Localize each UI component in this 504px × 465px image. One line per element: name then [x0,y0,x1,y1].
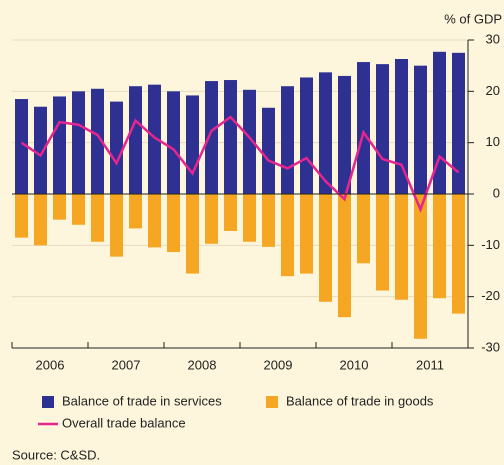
bar [53,194,66,220]
bar [281,194,294,277]
bar [376,64,389,194]
bar [243,89,256,194]
bar [15,99,28,194]
bar [15,194,28,238]
bar [376,194,389,291]
bar [110,101,123,194]
y-tick-label: 30 [486,31,500,46]
bar [452,52,465,195]
bar [91,194,104,242]
bar [414,65,427,195]
legend-swatch [42,396,54,408]
bar [414,194,427,339]
bar [319,194,332,302]
bar [243,194,256,242]
bar [357,62,370,194]
bar [224,194,237,231]
bar [357,194,370,264]
bar [129,86,142,194]
bar [34,106,47,194]
y-tick-label: -10 [481,237,500,252]
bar [91,88,104,194]
bar [262,107,275,194]
x-group-label: 2009 [264,357,293,372]
bar [186,194,199,274]
bar [338,75,351,194]
bar [262,194,275,247]
x-group-label: 2007 [112,357,141,372]
bar [224,80,237,194]
legend-swatch [266,396,278,408]
bar [319,72,332,194]
y-axis-label: % of GDP [444,11,502,26]
bar [452,194,465,314]
bar [205,194,218,244]
x-group-label: 2011 [416,357,444,372]
y-tick-label: 20 [486,83,500,98]
bar [72,194,85,225]
bar [281,86,294,194]
bar [300,77,313,194]
bar [72,91,85,194]
y-tick-label: 0 [493,185,500,200]
source: Source: C&SD. [12,447,100,462]
bar [53,96,66,194]
y-tick-label: -20 [481,288,500,303]
bar [167,91,180,194]
x-group-label: 2010 [340,357,369,372]
y-tick-label: 10 [486,134,500,149]
bar [338,194,351,318]
bar [186,95,199,194]
bar [34,194,47,246]
bar [433,194,446,299]
bar [167,194,180,253]
bar [148,84,161,194]
y-tick-label: -30 [481,339,500,354]
x-group-label: 2008 [188,357,217,372]
bar [395,194,408,300]
x-group-label: 2006 [36,357,65,372]
bar [148,194,161,248]
legend-label: Overall trade balance [62,415,186,430]
bar [300,194,313,274]
legend-label: Balance of trade in goods [286,393,434,408]
bar [395,58,408,194]
bar [129,194,142,229]
legend-label: Balance of trade in services [62,393,222,408]
bar [110,194,123,257]
line [20,115,460,213]
bar [205,81,218,194]
